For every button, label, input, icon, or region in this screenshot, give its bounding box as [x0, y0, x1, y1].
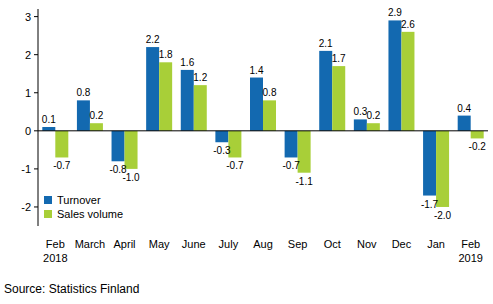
bar	[401, 32, 414, 131]
bars	[42, 20, 483, 207]
bar	[90, 123, 103, 131]
legend: Turnover Sales volume	[44, 194, 123, 220]
bar	[250, 78, 263, 131]
data-label: -2.0	[434, 210, 452, 221]
x-tick-label: July	[219, 238, 239, 250]
data-label: 2.1	[319, 38, 333, 49]
y-tick-label: 1	[25, 87, 31, 99]
x-tick-label-line: Dec	[392, 238, 412, 250]
bar	[42, 127, 55, 131]
bar	[159, 62, 172, 131]
source: Source: Statistics Finland	[4, 282, 139, 296]
bar	[367, 123, 380, 131]
bar	[215, 131, 228, 142]
x-tick-label: March	[75, 238, 106, 250]
x-tick-label: Aug	[253, 238, 273, 250]
bar	[125, 131, 138, 169]
data-label: 1.7	[332, 53, 346, 64]
x-tick-label: Feb 2019	[458, 238, 482, 264]
x-tick-label: Oct	[324, 238, 341, 250]
data-label: -1.0	[122, 172, 140, 183]
x-tick-label: Sep	[288, 238, 308, 250]
bar	[285, 131, 298, 158]
x-tick-label-line: 2019	[458, 252, 482, 264]
bar	[181, 70, 194, 131]
data-label: -1.1	[295, 176, 313, 187]
y-tick-label: 0	[25, 125, 31, 137]
bar	[436, 131, 449, 207]
x-tick-label-line: Feb	[46, 238, 65, 250]
x-tick-label-line: Nov	[357, 238, 377, 250]
data-label: 0.1	[42, 114, 56, 125]
x-tick-label-line: Aug	[253, 238, 273, 250]
x-tick-label-line: Sep	[288, 238, 308, 250]
data-label: -0.2	[469, 141, 487, 152]
data-label: -1.7	[421, 199, 439, 210]
x-tick-label-line: March	[75, 238, 106, 250]
data-label: -0.7	[53, 160, 71, 171]
data-label: 2.6	[401, 19, 415, 30]
data-label: 0.8	[76, 87, 90, 98]
data-label: -0.3	[213, 145, 231, 156]
y-tick-label: 2	[25, 49, 31, 61]
bar	[458, 116, 471, 131]
bar	[332, 66, 345, 131]
bar	[263, 100, 276, 130]
data-label: 1.8	[159, 49, 173, 60]
bar	[194, 85, 207, 131]
chart: -2-101230.10.8-0.82.21.6-0.31.4-0.72.10.…	[0, 0, 493, 304]
legend-swatch	[44, 210, 52, 218]
bar	[55, 131, 68, 158]
legend-swatch	[44, 196, 52, 204]
data-label: 1.4	[250, 65, 264, 76]
bar	[354, 119, 367, 130]
x-tick-label-line: April	[114, 238, 136, 250]
x-tick-label-line: Oct	[324, 238, 341, 250]
x-tick-label-line: May	[149, 238, 170, 250]
y-tick	[34, 206, 38, 207]
x-tick-label-line: 2018	[43, 252, 67, 264]
y-tick-label: -1	[21, 163, 31, 175]
x-tick-label-line: Feb	[461, 238, 480, 250]
data-label: 0.2	[89, 110, 103, 121]
x-tick-label: April	[114, 238, 136, 250]
y-tick	[34, 168, 38, 169]
y-tick-label: 3	[25, 11, 31, 23]
data-label: 0.2	[366, 110, 380, 121]
bar	[319, 51, 332, 131]
bar	[423, 131, 436, 196]
bar	[388, 20, 401, 130]
x-tick-label: May	[149, 238, 170, 250]
data-labels: 0.10.8-0.82.21.6-0.31.4-0.72.10.32.9-1.7…	[42, 7, 486, 221]
data-label: 1.6	[180, 57, 194, 68]
bar	[112, 131, 125, 161]
legend-label: Sales volume	[57, 208, 123, 220]
bar	[77, 100, 90, 130]
legend-label: Turnover	[57, 194, 101, 206]
y-tick	[34, 16, 38, 17]
data-label: -0.7	[282, 160, 300, 171]
y-axis	[38, 9, 39, 226]
x-tick-label: Jan	[427, 238, 445, 250]
data-label: -0.7	[226, 160, 244, 171]
x-tick-label: June	[182, 238, 206, 250]
y-tick	[34, 130, 38, 131]
x-tick-label-line: July	[219, 238, 239, 250]
y-tick	[34, 54, 38, 55]
data-label: 2.9	[388, 7, 402, 18]
data-label: 1.2	[193, 72, 207, 83]
y-tick-label: -2	[21, 201, 31, 213]
zero-line	[38, 130, 488, 131]
x-tick-label-line: June	[182, 238, 206, 250]
data-label: 2.2	[146, 34, 160, 45]
data-label: 0.8	[263, 87, 277, 98]
x-tick-label-line: Jan	[427, 238, 445, 250]
bar	[146, 47, 159, 131]
x-tick-label: Nov	[357, 238, 377, 250]
bar	[471, 131, 484, 139]
x-tick-label: Feb 2018	[43, 238, 67, 264]
y-tick	[34, 92, 38, 93]
data-label: 0.4	[457, 103, 471, 114]
x-tick-label: Dec	[392, 238, 412, 250]
